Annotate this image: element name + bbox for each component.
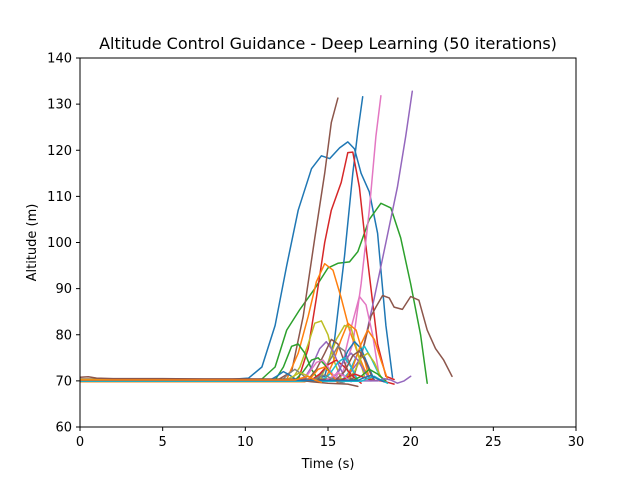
- y-tick-label: 140: [47, 52, 72, 67]
- x-tick-label: 20: [402, 435, 419, 450]
- y-tick-label: 60: [55, 421, 72, 436]
- x-tick-label: 10: [237, 435, 254, 450]
- x-tick-label: 30: [568, 435, 585, 450]
- x-axis: 0 5 10 15 20 25 30: [76, 427, 584, 450]
- x-tick-label: 25: [485, 435, 502, 450]
- series-line-1: [80, 141, 394, 381]
- y-tick-label: 80: [55, 328, 72, 343]
- y-tick-label: 90: [55, 282, 72, 297]
- x-tick-label: 0: [76, 435, 84, 450]
- series-line-5: [80, 151, 395, 381]
- chart-title: Altitude Control Guidance - Deep Learnin…: [99, 34, 557, 53]
- series-layer: [80, 90, 453, 388]
- x-axis-label: Time (s): [301, 457, 355, 472]
- y-axis-label: Altitude (m): [25, 204, 40, 282]
- y-tick-label: 130: [47, 98, 72, 113]
- x-tick-label: 15: [320, 435, 337, 450]
- y-tick-label: 70: [55, 374, 72, 389]
- series-line-40: [80, 375, 323, 384]
- x-tick-label: 5: [159, 435, 167, 450]
- y-tick-label: 120: [47, 144, 72, 159]
- y-tick-label: 100: [47, 236, 72, 251]
- y-axis: 60 70 80 90 100 110 120 130 140: [47, 52, 80, 436]
- series-line-37: [80, 375, 359, 388]
- y-tick-label: 110: [47, 190, 72, 205]
